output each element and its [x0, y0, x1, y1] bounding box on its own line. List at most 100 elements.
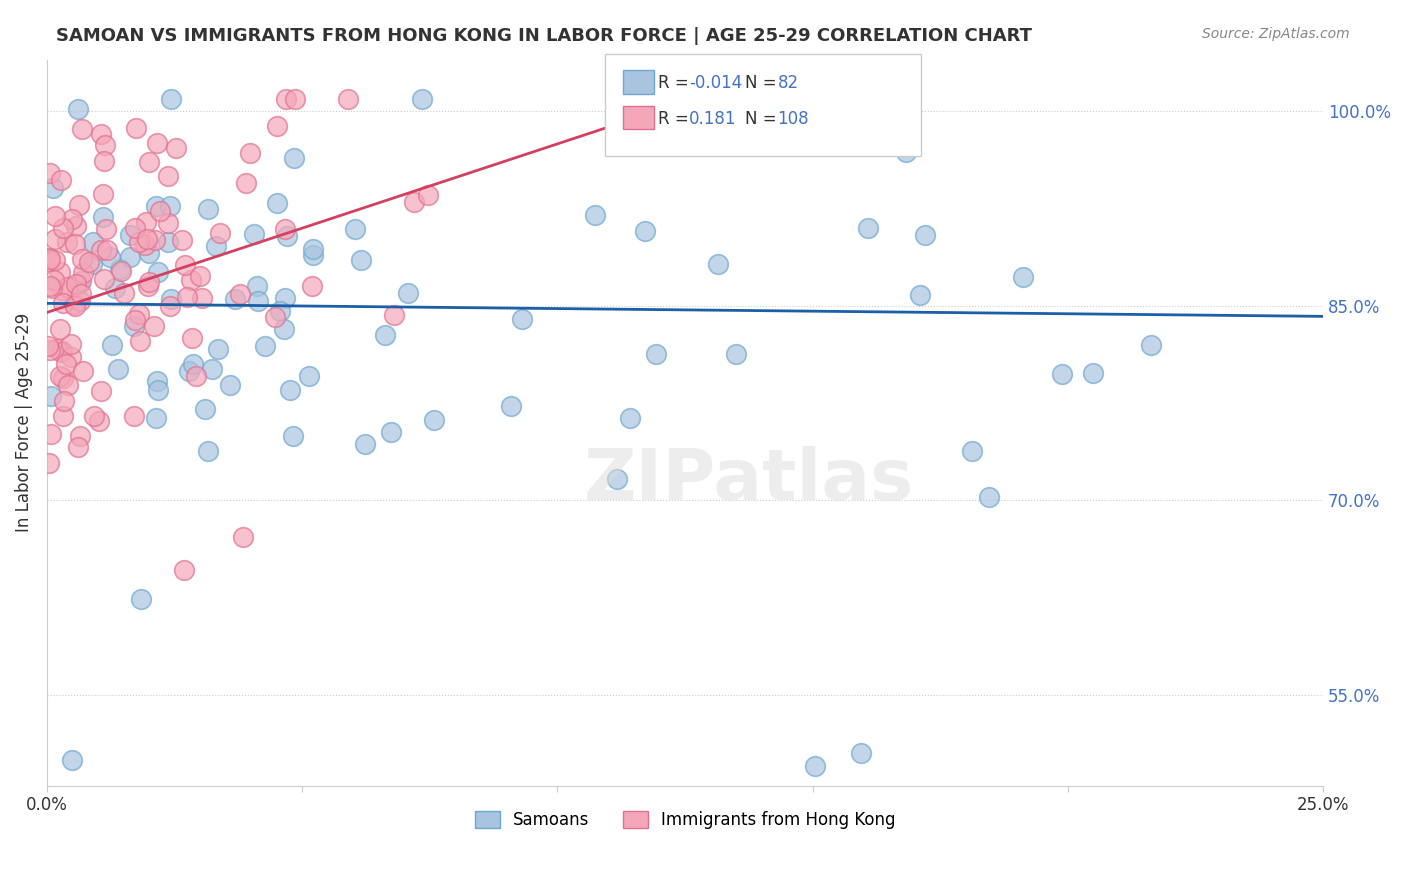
Point [49, 265, 72, 279]
Point [269, 304, 291, 318]
Point [281, 428, 304, 442]
Point [145, 410, 167, 425]
Point [62, 753, 84, 767]
Point [418, 188, 440, 202]
Point [56, 280, 79, 294]
Point [145, 199, 167, 213]
Point [180, 273, 202, 287]
Point [91, 186, 114, 201]
Point [94, 137, 117, 152]
Point [39, 279, 62, 293]
Point [44, 273, 66, 287]
Point [82, 256, 104, 270]
Point [138, 278, 160, 293]
Point [343, 221, 366, 235]
Point [423, 413, 446, 427]
Point [124, 313, 146, 327]
Point [280, 383, 302, 397]
Point [1012, 269, 1035, 284]
Point [246, 278, 269, 293]
Point [510, 311, 533, 326]
Point [796, 112, 818, 126]
Point [59, 351, 82, 365]
Point [284, 91, 307, 105]
Point [707, 257, 730, 271]
Point [138, 275, 160, 289]
Point [411, 91, 433, 105]
Point [128, 307, 150, 321]
Text: N =: N = [745, 110, 782, 128]
Point [382, 308, 405, 322]
Point [146, 383, 169, 397]
Point [157, 216, 180, 230]
Point [83, 409, 105, 423]
Point [159, 299, 181, 313]
Point [52, 221, 75, 235]
Point [65, 277, 87, 291]
Point [53, 393, 76, 408]
Point [142, 319, 165, 334]
Point [224, 293, 246, 307]
Point [42, 181, 65, 195]
Point [52, 409, 75, 423]
Point [960, 443, 983, 458]
Point [298, 369, 321, 384]
Point [38, 343, 60, 358]
Point [59, 336, 82, 351]
Point [77, 254, 100, 268]
Point [276, 91, 298, 105]
Point [124, 409, 146, 424]
Point [122, 318, 145, 333]
Point [159, 293, 181, 307]
Point [207, 342, 229, 356]
Point [354, 437, 377, 451]
Point [98, 250, 121, 264]
Point [283, 151, 305, 165]
Point [49, 322, 72, 336]
Point [165, 141, 187, 155]
Point [173, 563, 195, 577]
Point [138, 154, 160, 169]
Point [201, 362, 224, 376]
Point [1139, 338, 1161, 352]
Point [69, 293, 91, 308]
Point [72, 364, 94, 378]
Point [977, 490, 1000, 504]
Point [56, 235, 79, 250]
Point [124, 221, 146, 235]
Point [263, 310, 285, 324]
Legend: Samoans, Immigrants from Hong Kong: Samoans, Immigrants from Hong Kong [468, 804, 903, 836]
Point [101, 337, 124, 351]
Point [266, 195, 288, 210]
Point [93, 272, 115, 286]
Point [197, 202, 219, 217]
Point [149, 204, 172, 219]
Point [38, 456, 60, 470]
Point [39, 166, 62, 180]
Point [634, 224, 657, 238]
Point [67, 441, 90, 455]
Point [725, 346, 748, 360]
Point [120, 228, 142, 243]
Point [90, 384, 112, 399]
Point [266, 120, 288, 134]
Point [219, 378, 242, 392]
Point [37, 338, 59, 352]
Point [38, 252, 60, 267]
Point [851, 747, 873, 761]
Point [41, 280, 63, 294]
Point [170, 233, 193, 247]
Point [128, 334, 150, 349]
Point [143, 233, 166, 247]
Point [69, 429, 91, 443]
Point [93, 153, 115, 168]
Point [583, 208, 606, 222]
Point [193, 401, 215, 416]
Point [138, 245, 160, 260]
Point [48, 369, 70, 384]
Point [112, 285, 135, 300]
Point [190, 291, 212, 305]
Point [176, 290, 198, 304]
Point [45, 342, 67, 356]
Point [404, 194, 426, 209]
